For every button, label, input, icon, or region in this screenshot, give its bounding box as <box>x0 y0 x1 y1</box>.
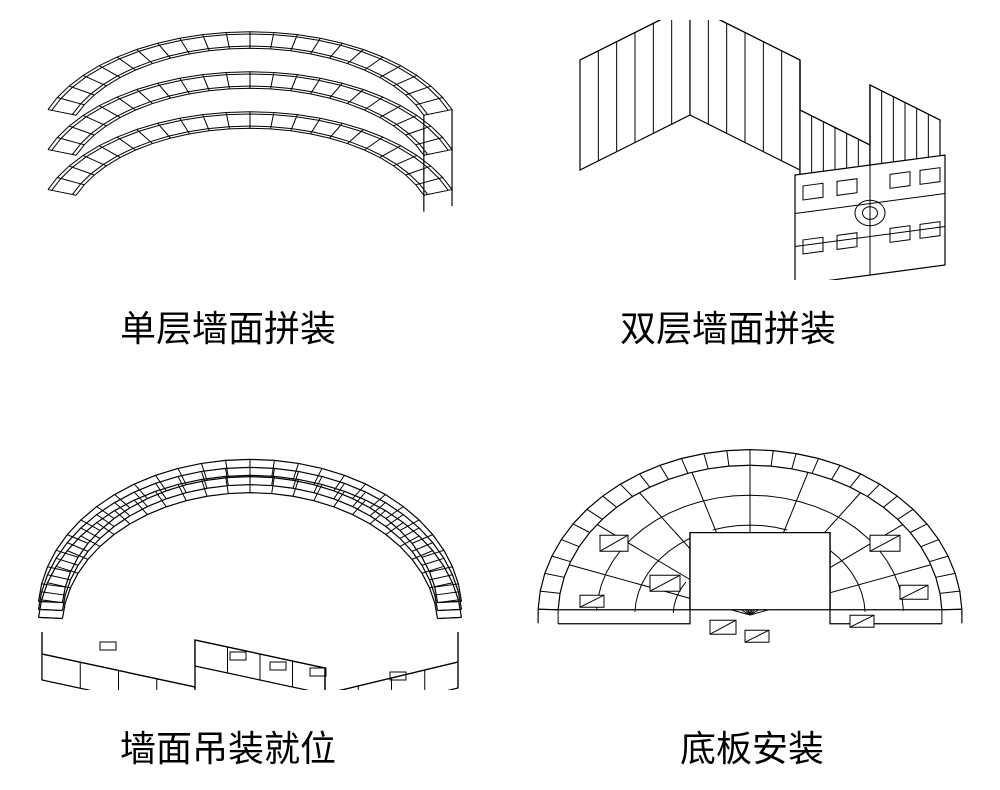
caption-bl: 墙面吊装就位 <box>120 720 336 772</box>
diagram-wall-hoisting <box>30 400 470 690</box>
diagram-double-layer-wall <box>540 20 960 280</box>
caption-tl: 单层墙面拼装 <box>120 300 336 352</box>
diagram-floor-install <box>530 400 970 690</box>
diagram-single-layer-wall <box>30 10 470 280</box>
caption-br: 底板安装 <box>680 720 824 772</box>
caption-tr: 双层墙面拼装 <box>620 300 836 352</box>
